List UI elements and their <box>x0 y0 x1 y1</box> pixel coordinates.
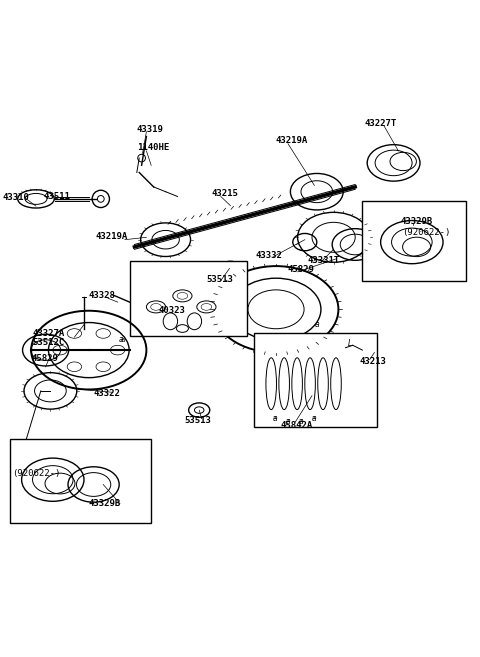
Text: a: a <box>286 418 290 423</box>
Text: 45829: 45829 <box>31 353 58 363</box>
Text: 45842A: 45842A <box>281 421 313 430</box>
Text: 43227T: 43227T <box>365 119 397 128</box>
Text: 53513: 53513 <box>185 416 212 425</box>
Text: 43310: 43310 <box>2 193 29 202</box>
Text: 43319: 43319 <box>137 125 164 134</box>
Text: 1140HE: 1140HE <box>137 143 169 152</box>
Text: 43327A: 43327A <box>33 328 65 338</box>
Text: (920622-): (920622-) <box>12 469 60 478</box>
Text: 43329B: 43329B <box>89 499 121 509</box>
Text: a: a <box>120 338 124 344</box>
Text: 43328: 43328 <box>89 291 116 300</box>
Text: L: L <box>348 340 352 348</box>
Bar <box>130 261 247 336</box>
Bar <box>10 439 151 523</box>
Text: 45829: 45829 <box>288 265 315 275</box>
Text: a: a <box>314 320 319 329</box>
Text: 43213: 43213 <box>360 357 387 366</box>
Text: a: a <box>286 417 290 426</box>
Text: 43331T: 43331T <box>307 256 339 265</box>
Text: a: a <box>119 335 124 344</box>
Text: 53512C: 53512C <box>33 338 65 348</box>
Text: a: a <box>273 414 277 422</box>
Bar <box>254 333 377 427</box>
Text: a: a <box>312 415 316 420</box>
Text: 43322: 43322 <box>94 389 120 397</box>
Text: 43215: 43215 <box>211 189 238 198</box>
Text: a: a <box>312 414 317 422</box>
Text: (920622-): (920622-) <box>402 228 451 237</box>
Text: 43332: 43332 <box>255 250 282 260</box>
Text: 43219A: 43219A <box>276 136 308 145</box>
Bar <box>362 201 466 281</box>
Text: a: a <box>299 417 304 426</box>
Text: 43329B: 43329B <box>401 217 433 227</box>
Text: 43219A: 43219A <box>96 232 128 241</box>
Text: 40323: 40323 <box>158 306 185 315</box>
Text: 43511: 43511 <box>43 192 70 201</box>
Text: a: a <box>299 418 303 423</box>
Text: 53513: 53513 <box>206 275 233 284</box>
Text: a: a <box>273 415 277 420</box>
